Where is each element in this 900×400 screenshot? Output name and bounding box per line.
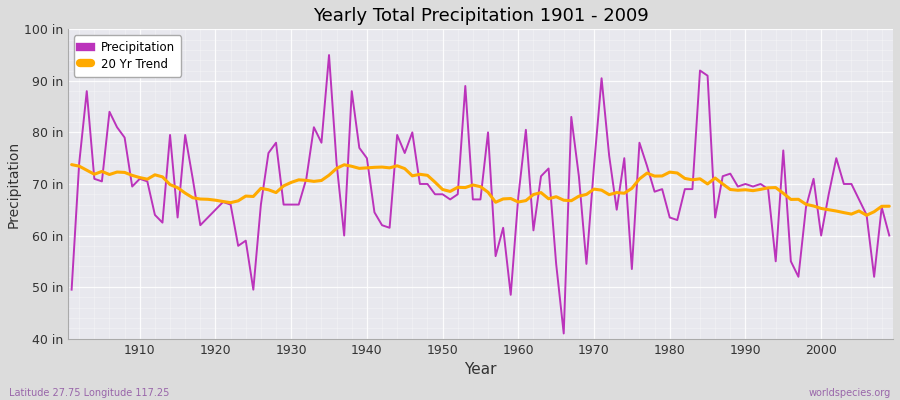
- Line: 20 Yr Trend: 20 Yr Trend: [72, 165, 889, 215]
- 20 Yr Trend: [861, 213, 872, 218]
- Precipitation: [520, 128, 531, 132]
- Precipitation: [324, 53, 335, 58]
- X-axis label: Year: Year: [464, 362, 497, 377]
- 20 Yr Trend: [293, 178, 304, 182]
- 20 Yr Trend: [604, 192, 615, 197]
- Precipitation: [346, 89, 357, 94]
- Precipitation: [513, 194, 524, 199]
- Precipitation: [884, 233, 895, 238]
- Legend: Precipitation, 20 Yr Trend: Precipitation, 20 Yr Trend: [74, 35, 181, 76]
- Y-axis label: Precipitation: Precipitation: [7, 140, 21, 228]
- 20 Yr Trend: [127, 173, 138, 178]
- 20 Yr Trend: [884, 204, 895, 209]
- Precipitation: [293, 202, 304, 207]
- Precipitation: [619, 156, 630, 160]
- Title: Yearly Total Precipitation 1901 - 2009: Yearly Total Precipitation 1901 - 2009: [312, 7, 648, 25]
- Precipitation: [67, 287, 77, 292]
- 20 Yr Trend: [67, 162, 77, 167]
- Precipitation: [558, 331, 569, 336]
- Precipitation: [127, 184, 138, 189]
- Text: Latitude 27.75 Longitude 117.25: Latitude 27.75 Longitude 117.25: [9, 388, 169, 398]
- 20 Yr Trend: [338, 162, 349, 167]
- Line: Precipitation: Precipitation: [72, 55, 889, 334]
- 20 Yr Trend: [513, 200, 524, 204]
- 20 Yr Trend: [505, 196, 516, 201]
- Text: worldspecies.org: worldspecies.org: [809, 388, 891, 398]
